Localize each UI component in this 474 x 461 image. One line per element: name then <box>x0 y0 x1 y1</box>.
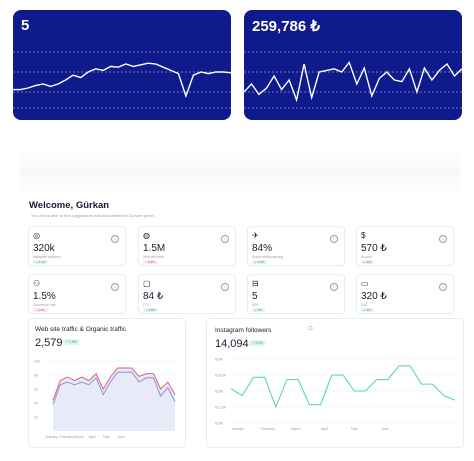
info-icon[interactable]: i <box>221 283 229 291</box>
stat-delta-badge: + 9% <box>361 260 374 264</box>
people-icon: ⚇ <box>33 279 41 288</box>
instagram-followers-line <box>230 365 456 409</box>
stat-delta-badge: + 9% <box>361 308 374 312</box>
x-tick-label: May <box>351 427 358 431</box>
x-tick-label: March <box>291 427 301 431</box>
x-tick-label: February <box>60 435 74 439</box>
info-icon[interactable]: i <box>111 283 119 291</box>
x-tick-label: April <box>321 427 328 431</box>
stat-delta-badge: - 6.4% <box>143 260 158 264</box>
welcome-subtitle: You will be able to find suggestions and… <box>31 213 154 218</box>
card-icon: ▭ <box>361 279 369 288</box>
x-tick-label: February <box>261 427 275 431</box>
stat-value: 1.5M <box>143 243 166 254</box>
x-tick-label: March <box>74 435 84 439</box>
y-tick-label: $10K <box>215 422 224 426</box>
info-icon[interactable]: i <box>330 283 338 291</box>
y-tick-label: $24K <box>215 358 224 362</box>
stat-value: 84% <box>252 243 273 254</box>
stat-card[interactable]: ⚇ 1.5% Conversion rate - 4.4% i <box>28 274 126 314</box>
y-tick-label: 20 <box>34 416 38 420</box>
dollar-icon: $ <box>361 231 366 240</box>
sparkline-path <box>13 62 231 99</box>
metric-card-1-sparkline <box>13 51 231 109</box>
stat-value: 320 ₺ <box>361 291 387 302</box>
instagram-panel-title: Instagram followers <box>215 327 272 334</box>
traffic-panel-title: Web site traffic & Organic traffic <box>35 326 127 333</box>
info-icon[interactable]: i <box>111 235 119 243</box>
traffic-panel: Web site traffic & Organic traffic 2,579… <box>28 318 186 448</box>
stat-card[interactable]: ⊟ 5 SEA + 3% i <box>247 274 345 314</box>
stat-value: 320k <box>33 243 55 254</box>
x-tick-label: May <box>103 435 110 439</box>
stat-delta-badge: + 3.1% <box>33 260 49 264</box>
stat-card[interactable]: $570 ₺ Ad cost + 9% i <box>356 226 454 266</box>
sparkline-path <box>244 60 462 103</box>
welcome-title: Welcome, Gürkan <box>29 200 110 211</box>
info-icon[interactable]: i <box>221 235 229 243</box>
instagram-panel-delta: + 3.1% <box>249 340 266 346</box>
instagram-icon: ◎ <box>33 231 40 240</box>
stat-label: Web site traffic <box>143 255 164 259</box>
stat-delta-badge: + 6.8% <box>143 308 159 312</box>
chat-icon: ▢ <box>143 279 151 288</box>
y-tick-label: $15K <box>215 390 224 394</box>
metric-card-2-sparkline <box>244 51 462 109</box>
stat-card[interactable]: ◎ 320k Instagram followers + 3.1% i <box>28 226 126 266</box>
instagram-panel: Instagram followers ⊙ 14,094 + 3.1% $24K… <box>206 318 464 448</box>
stat-delta-badge: - 4.4% <box>33 308 48 312</box>
y-tick-label: 40 <box>34 402 38 406</box>
info-icon[interactable]: i <box>439 235 447 243</box>
traffic-chart: 100 80 60 40 20 January February March April May J… <box>34 360 179 439</box>
y-tick-label: 80 <box>34 374 38 378</box>
metric-card-2-value: 259,786 ₺ <box>252 18 320 35</box>
x-tick-label: June <box>381 427 389 431</box>
stat-delta-badge: + 2.5% <box>252 260 268 264</box>
traffic-panel-value: 2,579 <box>35 337 63 349</box>
stat-card[interactable]: ▢ 84 ₺ LTV + 6.8% i <box>138 274 236 314</box>
stat-card[interactable]: ◍ 1.5M Web site traffic - 6.4% i <box>138 226 236 266</box>
stat-value: 84 ₺ <box>143 291 164 302</box>
minus-square-icon: ⊟ <box>252 279 259 288</box>
stat-label: Social media planning <box>252 255 284 259</box>
info-icon[interactable]: i <box>439 283 447 291</box>
y-tick-label: $12.5K <box>215 406 227 410</box>
web-traffic-line <box>52 367 176 401</box>
stat-label: Instagram followers <box>33 255 61 259</box>
y-tick-label: 100 <box>34 360 40 364</box>
stat-label: Ad cost <box>361 255 372 259</box>
stat-card[interactable]: ▭ 320 ₺ CAC + 9% i <box>356 274 454 314</box>
metric-card-1[interactable]: 5 <box>13 10 231 120</box>
instagram-panel-value: 14,094 <box>215 338 249 350</box>
stat-label: SEA <box>252 303 259 307</box>
stat-label: CAC <box>361 303 368 307</box>
organic-traffic-line <box>52 371 176 405</box>
x-tick-label: January <box>231 427 244 431</box>
metric-card-2[interactable]: 259,786 ₺ <box>244 10 462 120</box>
stat-card[interactable]: ✈ 84% Social media planning + 2.5% i <box>247 226 345 266</box>
stat-value: 570 ₺ <box>361 243 387 254</box>
instagram-chart: $24K $18.5K $15K $12.5K $10K January February M… <box>215 358 456 431</box>
stat-value: 1.5% <box>33 291 56 302</box>
globe-icon: ◍ <box>143 231 150 240</box>
stat-value: 5 <box>252 291 258 302</box>
x-tick-label: June <box>118 435 126 439</box>
y-tick-label: 60 <box>34 388 38 392</box>
stat-label: Conversion rate <box>33 303 56 307</box>
y-tick-label: $18.5K <box>215 374 227 378</box>
stat-delta-badge: + 3% <box>252 308 265 312</box>
rocket-icon: ✈ <box>252 231 259 240</box>
x-tick-label: January <box>45 435 58 439</box>
stat-label: LTV <box>143 303 149 307</box>
camera-icon[interactable]: ⊙ <box>308 326 314 332</box>
divider-band <box>20 150 460 194</box>
x-tick-label: April <box>89 435 96 439</box>
traffic-panel-delta: + 1.5% <box>63 339 80 345</box>
info-icon[interactable]: i <box>330 235 338 243</box>
metric-card-1-value: 5 <box>21 17 30 34</box>
traffic-area <box>53 368 175 431</box>
